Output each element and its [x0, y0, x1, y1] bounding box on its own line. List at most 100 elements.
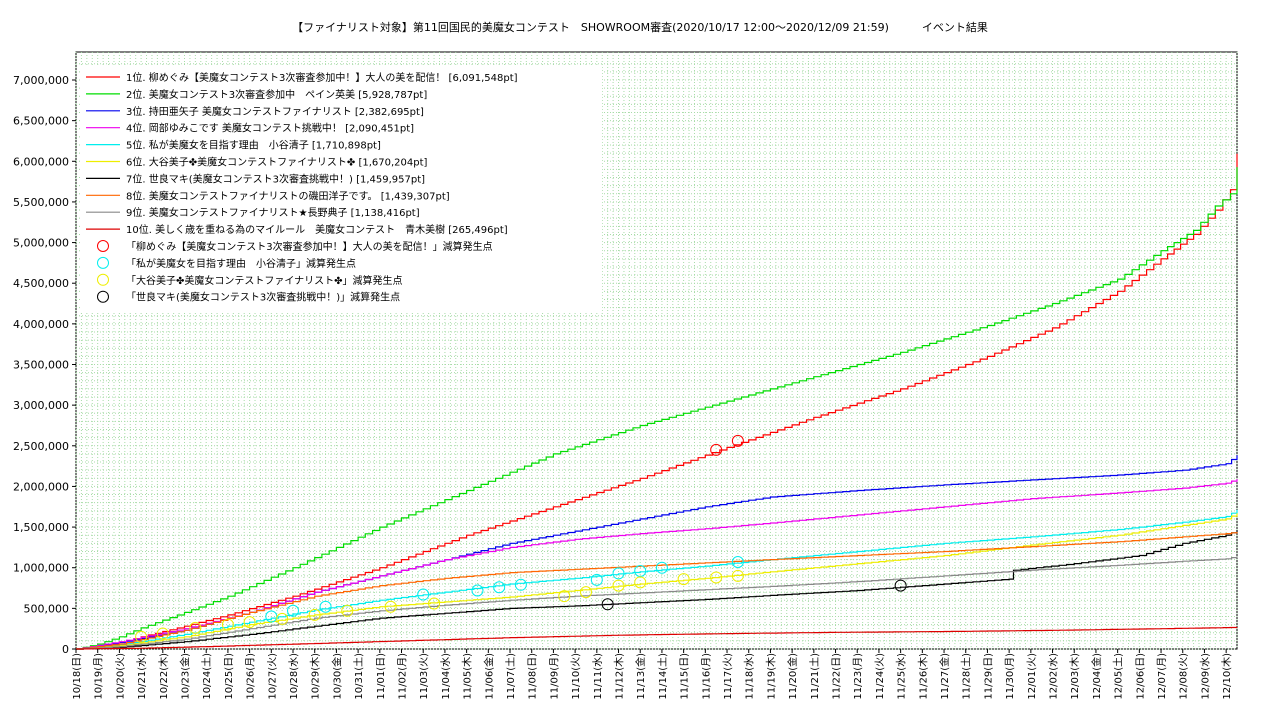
- x-tick-label: 12/02(水): [1048, 653, 1060, 700]
- x-tick-label: 10/25(日): [224, 653, 235, 700]
- x-tick-label: 12/06(日): [1135, 653, 1146, 700]
- x-tick-label: 12/05(土): [1112, 653, 1125, 700]
- marker-point-3: [710, 571, 723, 584]
- marker-point-3: [579, 586, 592, 599]
- x-tick-label: 11/11(水): [592, 653, 604, 700]
- x-tick-label: 11/06(金): [482, 653, 495, 700]
- y-tick-label: 3,500,000: [13, 359, 69, 372]
- marker-point-3: [221, 618, 234, 631]
- x-tick-label: 11/10(火): [570, 653, 582, 700]
- x-tick-label: 11/23(月): [852, 653, 864, 700]
- x-tick-label: 11/24(火): [874, 653, 886, 700]
- y-tick-label: 6,500,000: [13, 115, 69, 128]
- marker-point-4: [601, 598, 614, 611]
- marker-point-2: [612, 567, 625, 580]
- y-tick-label: 2,500,000: [13, 440, 69, 453]
- x-tick-label: 10/30(金): [330, 653, 343, 700]
- x-tick-label: 11/08(日): [528, 653, 539, 700]
- marker-point-3: [558, 590, 571, 603]
- x-tick-label: 11/19(木): [765, 653, 777, 700]
- y-tick-label: 3,000,000: [13, 399, 69, 412]
- legend-marker-swatch: [97, 290, 109, 303]
- x-tick-label: 11/15(日): [680, 653, 691, 700]
- x-tick-label: 10/28(水): [288, 653, 300, 700]
- series-line-9: [76, 556, 1238, 650]
- marker-point-1: [731, 434, 744, 447]
- marker-point-3: [135, 630, 148, 643]
- y-tick-label: 4,000,000: [13, 318, 69, 331]
- x-tick-label: 10/31(土): [352, 653, 365, 700]
- legend-marker-label: 「私が美魔女を目指す理由 小谷清子」減算発生点: [126, 257, 356, 270]
- marker-point-3: [428, 597, 441, 610]
- x-tick-label: 11/20(金): [786, 653, 799, 700]
- x-tick-label: 11/02(月): [397, 653, 409, 700]
- legend-marker-label: 「世良マキ(美魔女コンテスト3次審査挑戦中！)」減算発生点: [126, 291, 400, 304]
- marker-point-2: [493, 581, 506, 594]
- chart-title: 【ファイナリスト対象】第11回国民的美魔女コンテスト SHOWROOM審査(20…: [292, 21, 988, 34]
- x-tick-label: 10/24(土): [200, 653, 213, 700]
- marker-point-2: [731, 556, 744, 569]
- marker-point-2: [319, 600, 332, 613]
- legend-label: 5位. 私が美魔女を目指す理由 小谷清子 [1,710,898pt]: [126, 139, 381, 152]
- axis-ticks: 0 500,000 1,000,000 1,500,000 2,000,000 2,500…: [13, 74, 1233, 700]
- legend-marker-swatch: [97, 240, 109, 252]
- x-tick-label: 11/21(土): [808, 653, 821, 700]
- marker-point-2: [287, 604, 300, 617]
- legend-label: 9位. 美魔女コンテストファイナリスト★長野典子 [1,138,416pt]: [126, 206, 420, 219]
- legend-label: 10位. 美しく歳を重ねる為のマイルール 美魔女コンテスト 青木美樹 [265,…: [126, 223, 508, 236]
- x-tick-label: 11/26(木): [917, 653, 929, 700]
- x-tick-label: 11/14(土): [656, 653, 669, 700]
- marker-point-2: [590, 573, 603, 586]
- legend-label: 6位. 大谷美子✤美魔女コンテストファイナリスト✤ [1,670,204pt]: [126, 156, 428, 169]
- x-tick-label: 11/01(日): [376, 653, 387, 700]
- series-line-2: [76, 167, 1238, 650]
- x-tick-label: 11/04(水): [440, 653, 452, 700]
- x-tick-label: 11/03(火): [418, 653, 430, 700]
- x-tick-label: 11/13(金): [634, 653, 647, 700]
- x-tick-label: 12/01(火): [1026, 653, 1038, 700]
- x-tick-label: 11/28(土): [960, 653, 973, 700]
- x-tick-label: 11/12(木): [614, 653, 626, 700]
- x-tick-label: 10/20(火): [114, 653, 126, 700]
- x-tick-label: 11/16(月): [700, 653, 712, 700]
- x-tick-label: 12/08(火): [1178, 653, 1190, 700]
- x-tick-label: 11/27(金): [938, 653, 951, 700]
- x-tick-label: 10/22(木): [158, 653, 170, 700]
- x-tick-label: 11/18(水): [744, 653, 756, 700]
- marker-point-3: [677, 573, 690, 586]
- y-tick-label: 1,500,000: [13, 521, 69, 534]
- y-tick-label: 1,000,000: [13, 562, 69, 575]
- legend: 1位. 柳めぐみ【美魔女コンテスト3次審査参加中！】大人の美を配信！ [6,09…: [80, 66, 602, 312]
- marker-point-3: [341, 604, 354, 617]
- x-tick-label: 12/03(木): [1069, 653, 1081, 700]
- legend-marker-label: 「大谷美子✤美魔女コンテストファイナリスト✤」減算発生点: [126, 274, 403, 287]
- legend-label: 7位. 世良マキ(美魔女コンテスト3次審査挑戦中！) [1,459,957pt]: [126, 172, 425, 185]
- legend-label: 2位. 美魔女コンテスト3次審査参加中 ペイン英美 [5,928,787pt]: [126, 88, 427, 101]
- x-tick-label: 12/07(月): [1156, 653, 1168, 700]
- legend-box: [80, 66, 602, 312]
- marker-point-3: [156, 627, 169, 640]
- marker-point-2: [471, 584, 484, 597]
- marker-point-2: [514, 578, 527, 591]
- legend-label: 4位. 岡部ゆみこです 美魔女コンテスト挑戦中！ [2,090,451pt]: [126, 122, 414, 135]
- y-tick-label: 5,500,000: [13, 196, 69, 209]
- series-line-4: [76, 479, 1238, 650]
- series-line-10: [76, 626, 1238, 650]
- x-tick-label: 10/26(月): [245, 653, 257, 700]
- y-tick-label: 500,000: [24, 602, 70, 615]
- marker-points: [135, 434, 907, 643]
- y-tick-label: 2,000,000: [13, 480, 69, 493]
- marker-point-3: [384, 600, 397, 613]
- marker-point-4: [894, 579, 907, 592]
- marker-point-2: [655, 561, 668, 574]
- y-tick-label: 5,000,000: [13, 237, 69, 250]
- x-tick-label: 12/10(木): [1221, 653, 1233, 700]
- y-tick-label: 6,000,000: [13, 155, 69, 168]
- marker-point-1: [710, 443, 723, 456]
- marker-point-3: [276, 612, 289, 625]
- legend-marker-swatch: [97, 256, 109, 269]
- marker-point-3: [634, 576, 647, 589]
- legend-label: 1位. 柳めぐみ【美魔女コンテスト3次審査参加中！】大人の美を配信！ [6,09…: [126, 71, 518, 84]
